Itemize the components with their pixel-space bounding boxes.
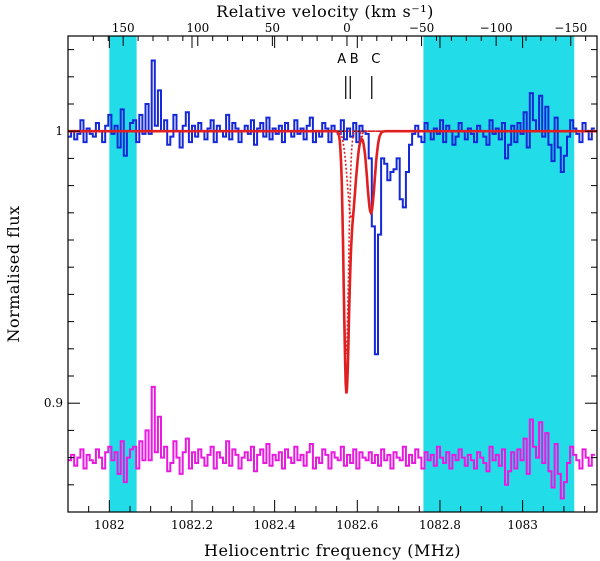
x-tick-label: 1082.6	[336, 518, 378, 532]
total-fit-line	[68, 129, 597, 394]
top-tick-label: 100	[186, 21, 209, 35]
y-axis-title: Normalised flux	[4, 205, 23, 342]
component-label-b: B	[350, 52, 359, 67]
y-tick-label: 1	[55, 124, 63, 138]
top-tick-label: 150	[112, 21, 135, 35]
x-tick-label: 1082.2	[171, 518, 213, 532]
top-tick-label: 0	[343, 21, 351, 35]
component-label-a: A	[337, 52, 346, 67]
axis-ticks: 1082 1082.2 1082.4 1082.6 1082.8 1083 150 100 50…	[44, 21, 597, 532]
series-layer	[68, 59, 595, 500]
component-label-c: C	[371, 52, 380, 67]
x-tick-label: 1082.8	[419, 518, 461, 532]
residuals-series	[68, 385, 595, 500]
shaded-region	[423, 36, 575, 512]
top-axis-title: Relative velocity (km s⁻¹)	[216, 2, 434, 21]
y-tick-label: 0.9	[44, 396, 63, 410]
top-tick-label: −50	[409, 21, 434, 35]
top-tick-label: −100	[480, 21, 513, 35]
x-tick-label: 1082	[94, 518, 125, 532]
x-axis-title: Heliocentric frequency (MHz)	[204, 541, 461, 560]
top-tick-label: 50	[265, 21, 280, 35]
x-tick-label: 1082.4	[254, 518, 296, 532]
x-tick-label: 1083	[507, 518, 538, 532]
top-tick-label: −150	[554, 21, 587, 35]
observed-spectrum-series	[68, 59, 595, 356]
excluded-regions	[109, 36, 575, 512]
fit-layer	[68, 129, 597, 394]
